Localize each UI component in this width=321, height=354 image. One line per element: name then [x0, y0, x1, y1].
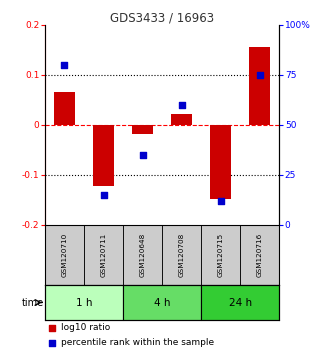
Point	[257, 72, 262, 78]
Text: log10 ratio: log10 ratio	[61, 324, 111, 332]
Point	[179, 102, 184, 108]
Point	[49, 325, 55, 331]
Text: GSM120708: GSM120708	[178, 233, 185, 277]
Bar	[123, 224, 162, 285]
Bar	[93, 125, 114, 185]
Title: GDS3433 / 16963: GDS3433 / 16963	[110, 12, 214, 25]
Text: 1 h: 1 h	[76, 297, 92, 308]
Text: time: time	[22, 297, 44, 308]
Bar	[45, 285, 123, 320]
Point	[218, 198, 223, 204]
Bar	[132, 125, 153, 134]
Text: GSM120716: GSM120716	[257, 233, 263, 277]
Point	[101, 192, 106, 198]
Bar	[123, 285, 201, 320]
Bar	[249, 47, 271, 125]
Bar	[171, 114, 192, 125]
Point	[49, 340, 55, 346]
Text: 4 h: 4 h	[154, 297, 170, 308]
Point	[62, 62, 67, 68]
Text: GSM120648: GSM120648	[140, 233, 146, 277]
Bar	[210, 125, 231, 199]
Bar	[201, 285, 279, 320]
Text: GSM120711: GSM120711	[100, 233, 107, 277]
Text: percentile rank within the sample: percentile rank within the sample	[61, 338, 214, 348]
Text: GSM120715: GSM120715	[218, 233, 224, 277]
Bar	[84, 224, 123, 285]
Text: GSM120710: GSM120710	[61, 233, 67, 277]
Bar	[201, 224, 240, 285]
Bar	[240, 224, 279, 285]
Bar	[162, 224, 201, 285]
Bar	[45, 224, 84, 285]
Bar	[54, 92, 75, 125]
Text: 24 h: 24 h	[229, 297, 252, 308]
Point	[140, 152, 145, 158]
